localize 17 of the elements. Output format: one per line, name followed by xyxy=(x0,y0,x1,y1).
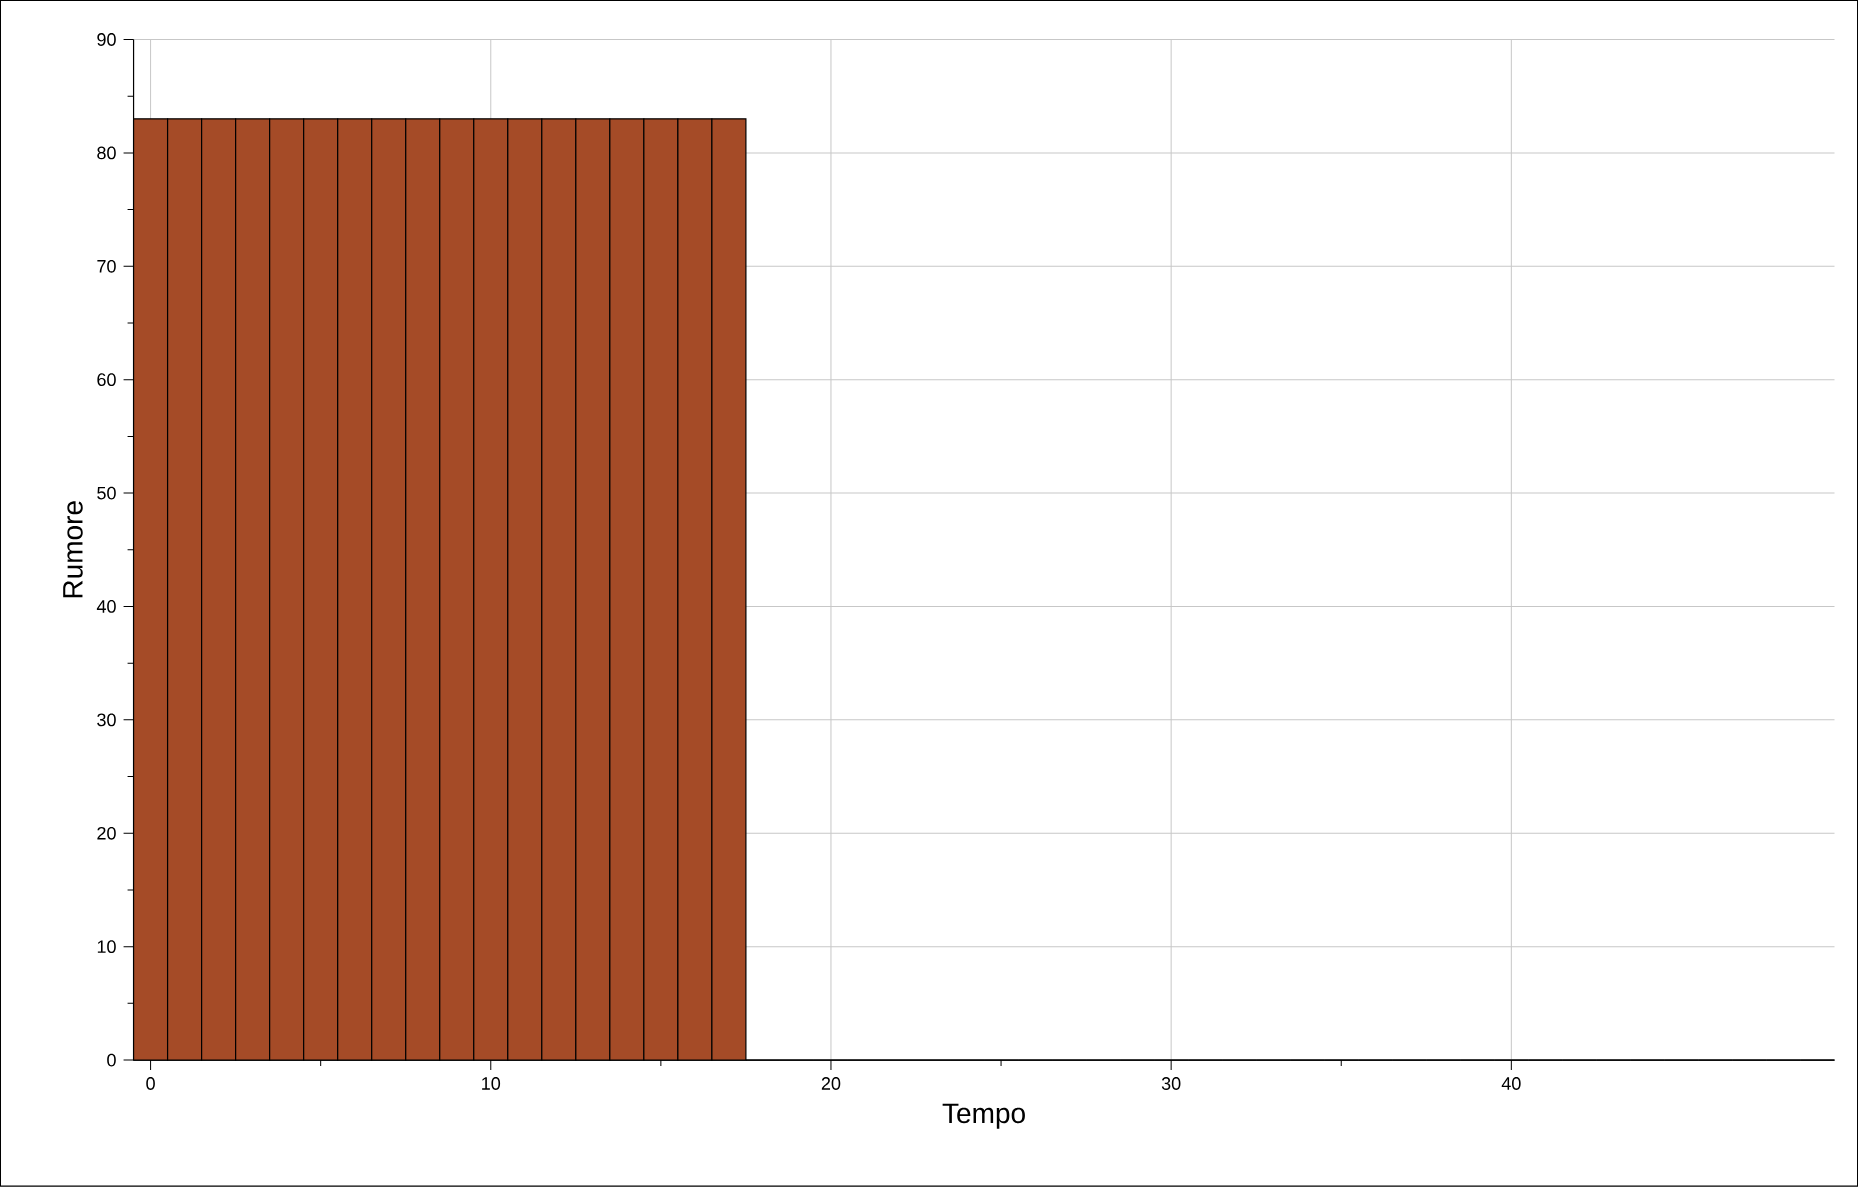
x-tick-label: 30 xyxy=(1161,1077,1181,1091)
x-axis-title: Tempo xyxy=(942,1103,1025,1129)
x-tick-label: 0 xyxy=(146,1077,155,1091)
y-tick-label: 0 xyxy=(107,1053,116,1067)
y-tick-label: 30 xyxy=(97,713,116,727)
y-tick-label: 40 xyxy=(96,600,116,614)
x-tick-label: 40 xyxy=(1501,1077,1521,1091)
x-tick-label: 20 xyxy=(821,1077,841,1091)
y-tick-label: 10 xyxy=(97,940,116,954)
y-tick-label: 70 xyxy=(97,260,116,273)
y-tick-label: 90 xyxy=(97,33,116,47)
y-tick-label: 50 xyxy=(97,486,116,500)
y-axis-title: Rumore xyxy=(63,501,83,598)
x-tick-label: 10 xyxy=(482,1077,501,1091)
y-tick-label: 20 xyxy=(97,827,116,840)
y-tick-label: 60 xyxy=(97,373,116,387)
y-tick-label: 80 xyxy=(97,146,116,160)
